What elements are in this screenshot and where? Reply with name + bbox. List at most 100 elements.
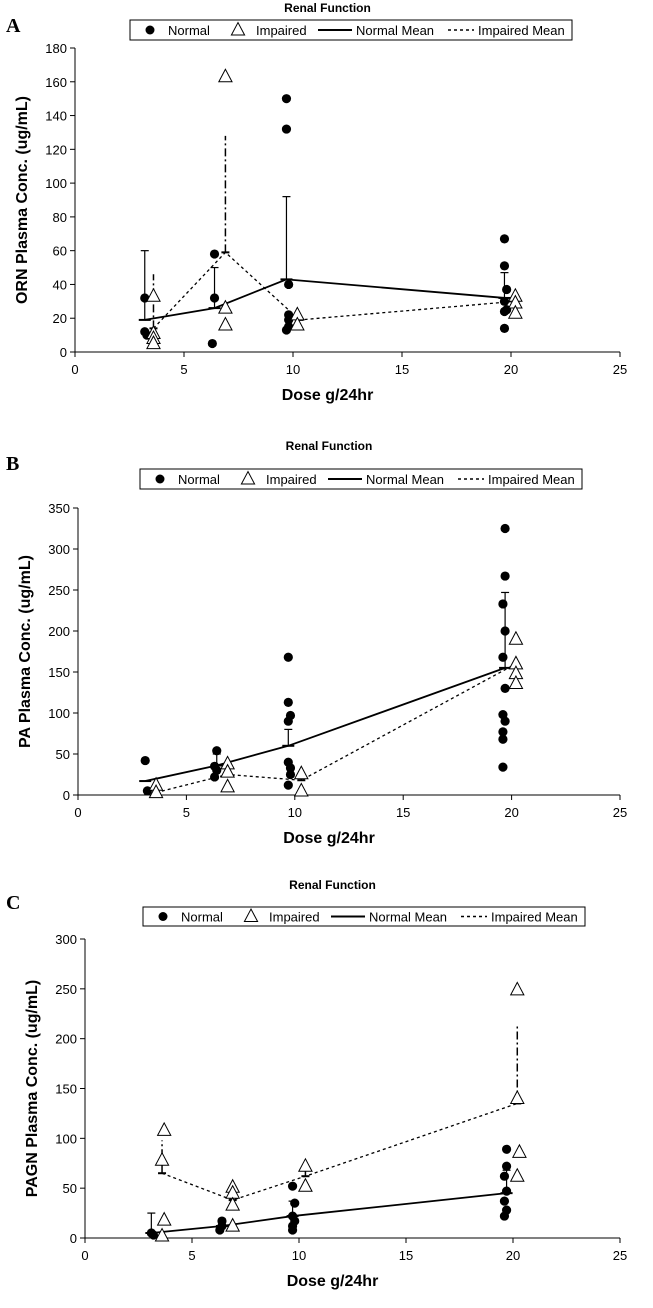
x-tick-label: 15 [399,1248,413,1263]
legend-normal-mean-label: Normal Mean [356,23,434,38]
legend-normal-label: Normal [168,23,210,38]
impaired-point [220,778,236,793]
legend-impaired-marker [243,907,259,923]
impaired-point [509,1089,525,1105]
y-tick-label: 200 [48,624,70,639]
normal-point [290,1198,300,1208]
y-axis-label: PAGN Plasma Conc. (ug/mL) [24,980,41,1198]
normal-point [148,1230,159,1240]
normal-point [499,234,510,244]
normal-point [500,523,510,534]
normal-point [207,338,217,349]
x-tick-label: 10 [286,362,300,377]
x-axis-label: Dose g/24hr [282,387,374,404]
y-tick-label: 0 [70,1231,77,1246]
y-tick-label: 0 [63,788,70,803]
y-tick-label: 100 [45,176,67,191]
normal-mean-line [151,1192,507,1234]
y-tick-label: 100 [55,1131,77,1146]
chart-title: Renal Function [286,439,373,453]
impaired-point [154,1227,170,1242]
impaired-point [154,1151,170,1166]
impaired-point [511,1143,527,1158]
legend-normal-label: Normal [178,472,220,487]
panel-a: A Renal Function Normal Impaired Normal Mean… [0,0,653,432]
normal-point [500,683,510,693]
impaired-point [508,630,524,645]
y-tick-label: 150 [55,1082,77,1097]
x-tick-label: 25 [613,805,627,820]
panel-c: C Renal Function Normal Impaired Normal Mean… [0,876,653,1308]
impaired-point [509,1167,525,1182]
impaired-point [156,1211,172,1226]
x-tick-label: 10 [292,1248,306,1263]
legend-impaired-marker [230,21,246,36]
impaired-point [297,1177,313,1192]
y-tick-label: 250 [48,583,70,598]
y-tick-label: 300 [48,542,70,557]
normal-point [499,1211,510,1221]
normal-point [500,626,510,636]
normal-point [498,599,508,609]
impaired-point [225,1217,241,1232]
impaired-point [146,335,161,350]
x-tick-label: 0 [71,362,78,377]
impaired-mean-line [153,251,516,329]
normal-point [502,284,512,295]
x-axis-label: Dose g/24hr [283,830,375,847]
y-tick-label: 100 [48,706,70,721]
legend-impaired-marker [240,470,256,485]
y-tick-label: 200 [55,1032,77,1047]
y-tick-label: 250 [55,982,77,997]
x-tick-label: 0 [81,1248,88,1263]
panel-letter: B [6,453,19,475]
legend-impaired-label: Impaired [266,472,317,487]
y-tick-label: 40 [53,277,67,292]
x-tick-label: 25 [613,1248,627,1263]
impaired-point [220,763,236,778]
normal-point [281,124,292,134]
legend-normal-marker [158,912,168,921]
impaired-point [297,1157,313,1172]
normal-point [498,762,508,772]
x-tick-label: 15 [396,805,410,820]
normal-point [140,755,150,766]
chart-b: B Renal Function Normal Impaired Normal Mean… [6,439,627,847]
normal-point [283,652,293,662]
y-tick-label: 120 [45,142,67,157]
y-tick-label: 80 [53,210,67,225]
normal-point [285,763,296,773]
normal-point [283,697,293,707]
normal-point [285,769,296,780]
normal-point [283,716,293,726]
x-tick-label: 20 [504,805,518,820]
y-tick-label: 50 [56,747,70,762]
legend-impaired-label: Impaired [256,23,307,38]
x-tick-label: 0 [74,805,81,820]
panel-b: B Renal Function Normal Impaired Normal Mean… [0,436,653,868]
normal-point [501,1161,512,1171]
x-tick-label: 5 [183,805,190,820]
normal-point [283,780,293,790]
x-tick-label: 25 [613,362,627,377]
chart-title: Renal Function [284,1,371,15]
normal-point [284,315,294,325]
y-tick-label: 150 [48,665,70,680]
impaired-point [156,1121,172,1136]
normal-point [500,716,510,726]
impaired-point [507,304,523,319]
impaired-point [217,299,233,314]
y-tick-label: 50 [63,1181,77,1196]
legend-normal-mean-label: Normal Mean [366,472,444,487]
legend-impaired-mean-label: Impaired Mean [478,23,565,38]
impaired-point [289,316,305,331]
legend-impaired-mean-label: Impaired Mean [491,910,578,925]
y-tick-label: 20 [53,311,67,326]
impaired-point [293,782,309,797]
y-axis-label: PA Plasma Conc. (ug/mL) [17,555,34,748]
normal-point [500,571,510,581]
normal-point [499,323,510,333]
impaired-point [509,981,525,996]
impaired-point [148,784,164,799]
x-tick-label: 15 [395,362,409,377]
